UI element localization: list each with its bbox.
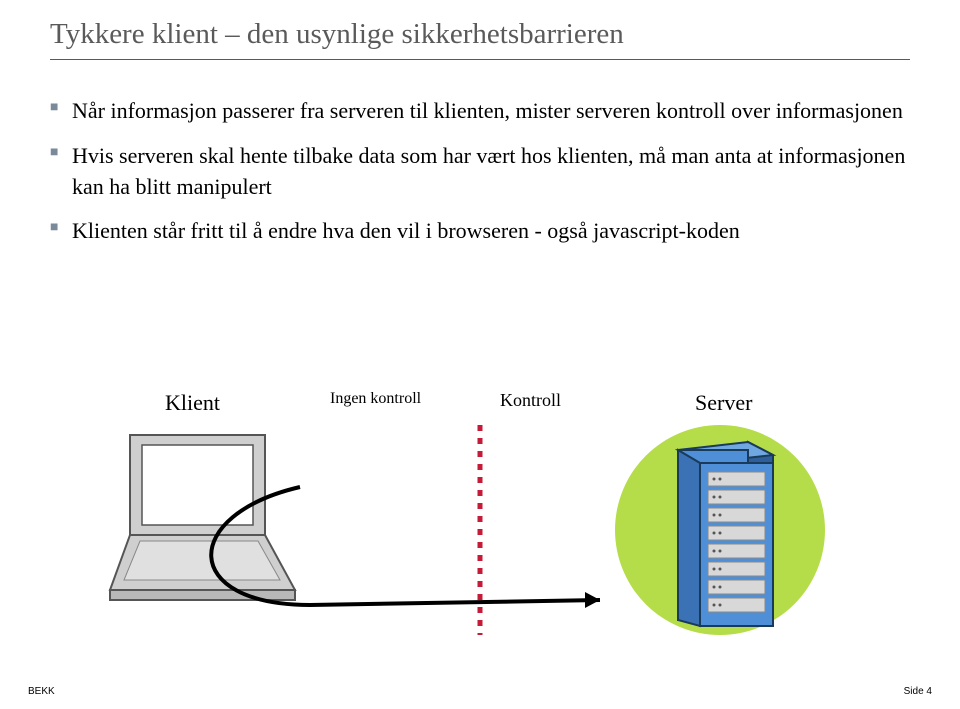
- bullet-item: Klienten står fritt til å endre hva den …: [50, 216, 910, 247]
- footer-right: Side 4: [904, 686, 932, 697]
- footer-left: BEKK: [28, 686, 55, 697]
- title-underline: [50, 59, 910, 60]
- slide-title: Tykkere klient – den usynlige sikkerhets…: [50, 18, 910, 51]
- bullet-list: Når informasjon passerer fra serveren ti…: [50, 96, 910, 247]
- diagram-area: Klient Ingen kontroll Kontroll Server: [0, 370, 960, 650]
- laptop-icon: [110, 435, 295, 600]
- bullet-item: Når informasjon passerer fra serveren ti…: [50, 96, 910, 127]
- diagram-svg: [0, 370, 960, 650]
- bullet-item: Hvis serveren skal hente tilbake data so…: [50, 141, 910, 203]
- footer: BEKK Side 4: [28, 686, 932, 697]
- server-icon: [678, 442, 773, 626]
